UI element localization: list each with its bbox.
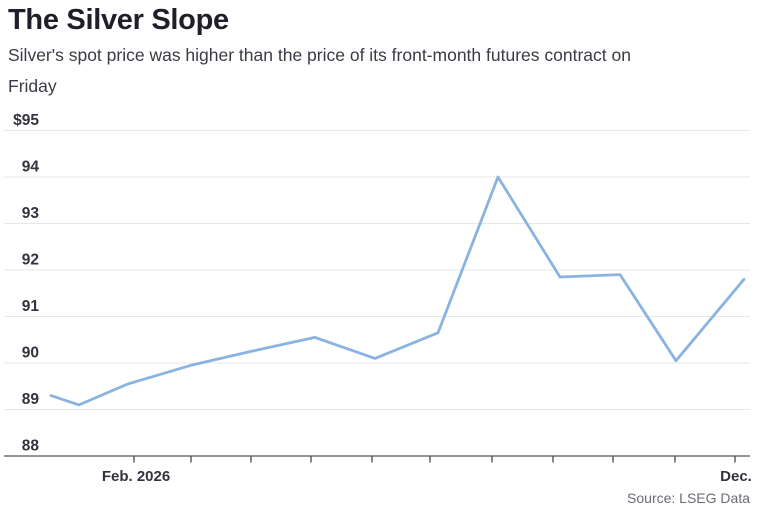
y-axis-label: 94 [22,159,40,176]
y-axis-label: $95 [13,112,39,129]
y-axis-labels: $95 94 93 92 91 90 89 88 [13,112,39,455]
gridlines [4,130,750,410]
source-note: Source: LSEG Data [627,490,750,506]
x-axis: Feb. 2026 Dec. [4,455,752,485]
y-axis-label: 90 [22,345,39,362]
x-axis-label: Dec. [720,468,752,485]
y-axis-label: 92 [22,252,39,269]
chart-subtitle-line1: Silver's spot price was higher than the … [8,45,631,65]
chart-title: The Silver Slope [8,4,229,36]
y-axis-label: 93 [22,205,40,222]
chart-subtitle-line2: Friday [8,76,57,96]
y-axis-label: 88 [22,438,40,455]
y-axis-label: 89 [22,391,40,408]
x-axis-label: Feb. 2026 [102,468,170,485]
y-axis-label: 91 [22,298,40,315]
price-line [49,175,746,407]
chart-subtitle: Silver's spot price was higher than the … [8,40,748,102]
